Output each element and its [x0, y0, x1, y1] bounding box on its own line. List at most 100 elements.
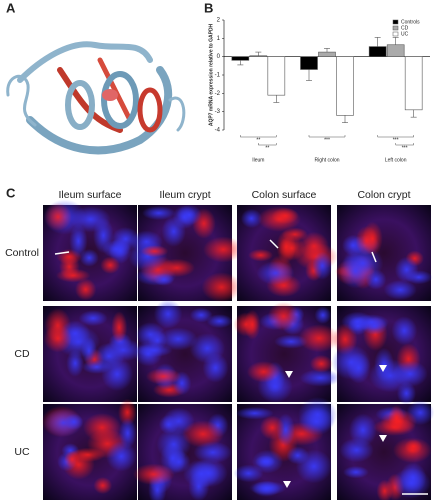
stain [374, 347, 395, 382]
stain [161, 215, 186, 247]
legend-swatch [392, 31, 399, 37]
stain [373, 418, 417, 436]
stain [299, 369, 342, 387]
arrow [269, 239, 279, 249]
stain [158, 414, 179, 435]
stain [248, 248, 274, 262]
stain [118, 398, 137, 427]
significance-label: *** [402, 145, 408, 151]
stain [140, 245, 169, 258]
stain [255, 455, 276, 468]
stain [392, 437, 432, 464]
stain [348, 413, 377, 447]
bar [267, 56, 286, 96]
significance-label: ** [256, 137, 260, 143]
stain [203, 236, 244, 263]
row-label: Control [5, 247, 39, 259]
stain [295, 449, 333, 484]
y-tick-label: 2 [217, 18, 221, 24]
column-header: Ileum crypt [159, 189, 210, 201]
stain [43, 324, 72, 353]
bar [300, 56, 318, 70]
protein-structure [6, 41, 186, 155]
stain [362, 221, 383, 256]
y-tick-label: -4 [215, 128, 221, 134]
arrowhead [379, 365, 387, 372]
stain [233, 312, 259, 337]
stain [167, 450, 191, 474]
stain [376, 479, 393, 500]
stain [343, 465, 369, 479]
stain [78, 310, 108, 327]
stain [189, 333, 226, 364]
column-header: Colon crypt [357, 189, 410, 201]
stain [201, 272, 242, 303]
stain [111, 311, 128, 344]
stain [271, 207, 299, 225]
stain [145, 367, 182, 385]
significance-bracket [258, 143, 277, 146]
stain [392, 360, 428, 387]
stain [392, 467, 431, 499]
stain [69, 223, 88, 259]
stain [193, 441, 232, 464]
stain [312, 251, 333, 280]
stain [383, 279, 417, 300]
row-label: CD [14, 348, 30, 360]
stain [235, 406, 274, 420]
arrowhead [283, 481, 291, 488]
bar [231, 56, 250, 61]
stain [134, 341, 163, 367]
stain [132, 463, 175, 486]
arrow [54, 251, 70, 255]
bar [318, 51, 336, 57]
panel-label: C [6, 185, 16, 200]
row-label: UC [14, 446, 30, 458]
legend-swatch [392, 25, 399, 31]
stain [102, 239, 131, 259]
legend-label: CD [401, 25, 409, 31]
stain [240, 208, 263, 229]
significance-bracket [377, 135, 414, 138]
stain [267, 301, 300, 331]
stain [339, 253, 372, 289]
bar [336, 56, 354, 116]
column-header: Ileum surface [58, 189, 121, 201]
y-axis-title: AQP7 mRNA expression relative to GAPDH [208, 23, 214, 126]
stain [396, 381, 417, 405]
stain [394, 256, 419, 283]
stain [64, 413, 84, 431]
stain [118, 417, 137, 449]
x-tick-label: Right colon [314, 157, 339, 163]
stain [331, 344, 371, 380]
y-tick-label: -2 [215, 91, 221, 97]
panel-label: B [204, 0, 213, 15]
bar [404, 56, 423, 111]
stain [246, 361, 281, 383]
legend-label: UC [401, 31, 409, 37]
arrowhead [379, 435, 387, 442]
stain [80, 337, 98, 365]
significance-label: ** [265, 145, 269, 151]
stain [106, 441, 137, 472]
significance-bracket [308, 135, 346, 138]
y-tick-label: 0 [217, 54, 221, 60]
stain [93, 476, 113, 495]
stain [252, 480, 281, 497]
stain [142, 206, 176, 221]
stain [64, 450, 81, 469]
stain [314, 306, 332, 324]
stain [206, 314, 233, 329]
bar [386, 44, 405, 57]
stain [44, 202, 72, 231]
stain [298, 324, 340, 353]
stain [158, 327, 198, 351]
stain [189, 307, 213, 323]
stain [182, 459, 220, 489]
stain [259, 415, 285, 440]
significance-bracket [395, 143, 414, 146]
stain [341, 311, 374, 332]
legend-swatch [392, 19, 399, 25]
